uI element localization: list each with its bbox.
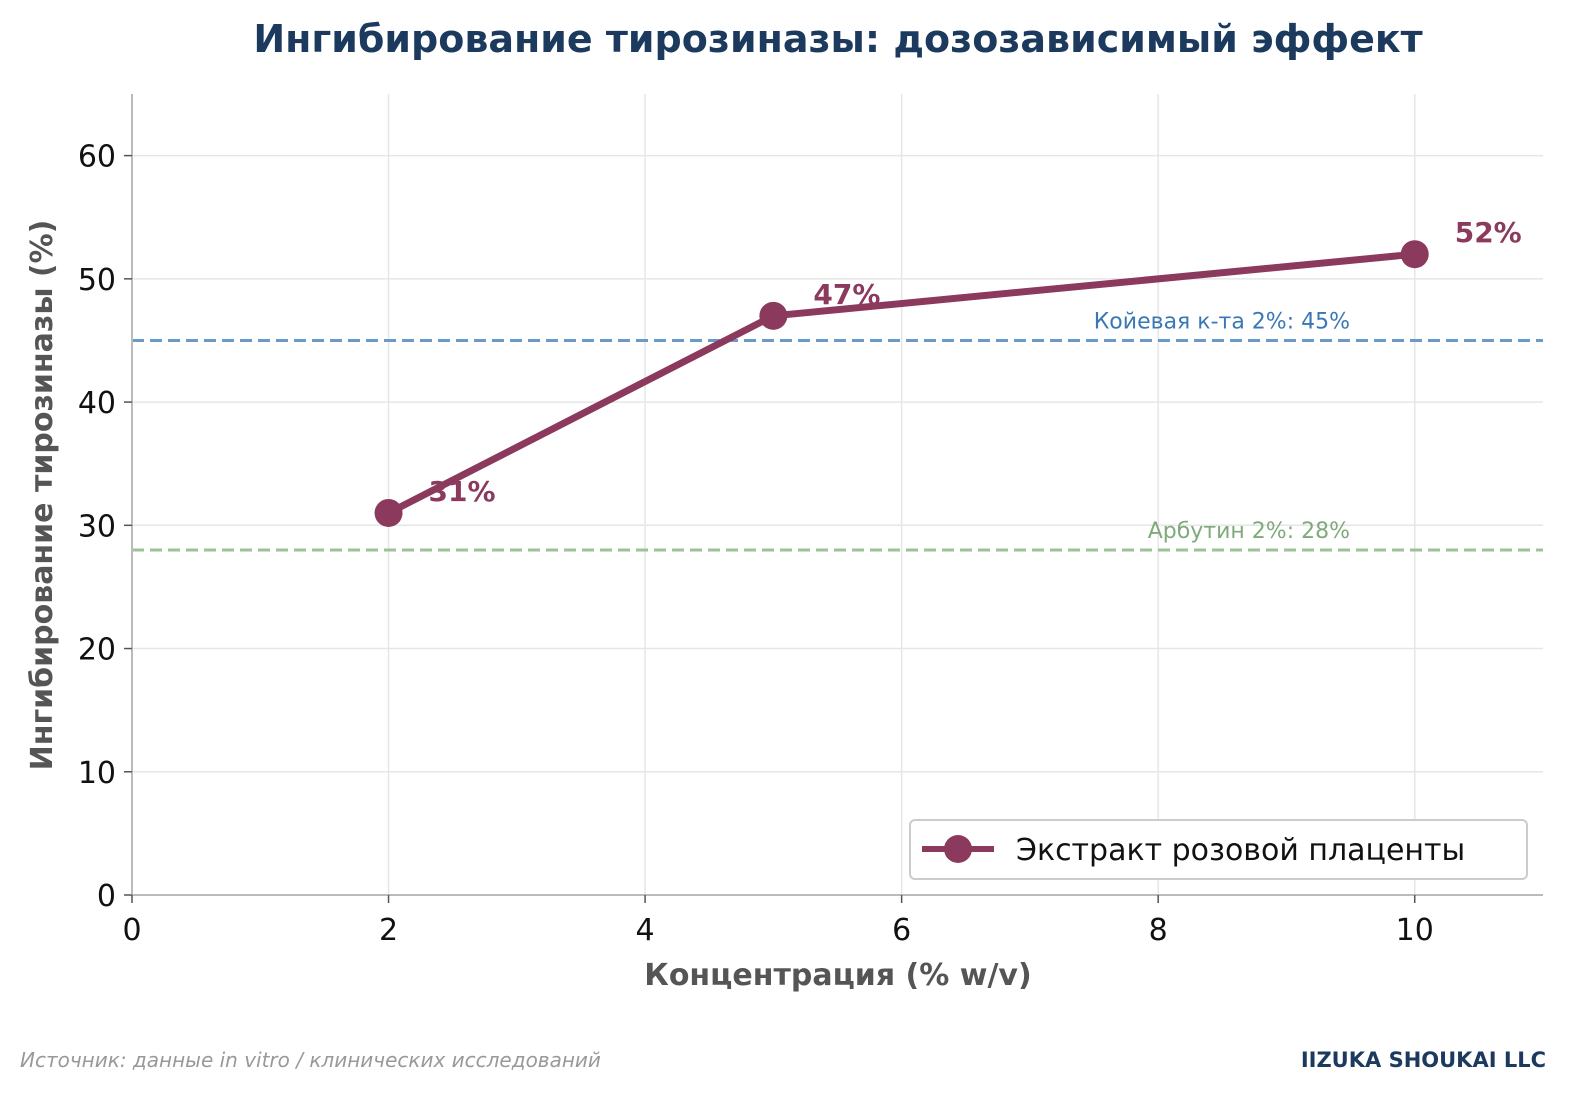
data-point [759, 301, 788, 330]
x-tick-label: 4 [636, 913, 655, 948]
source-note: Источник: данные in vitro / клинических … [20, 1048, 601, 1072]
legend-box [909, 819, 1528, 880]
x-tick-label: 8 [1149, 913, 1168, 948]
tick-labels: 0 2 4 6 8 10 0 10 20 30 40 50 60 [78, 140, 1434, 948]
chart-title: Ингибирование тирозиназы: дозозависимый … [253, 17, 1422, 61]
y-tick-label: 60 [78, 140, 116, 175]
legend-marker-swatch [944, 835, 972, 863]
y-tick-label: 20 [78, 633, 116, 668]
y-tick-label: 30 [78, 509, 116, 544]
reference-line-label: Койевая к-та 2%: 45% [1094, 309, 1350, 334]
x-tick-label: 2 [379, 913, 398, 948]
data-point [374, 498, 403, 527]
data-point [1400, 240, 1429, 269]
y-tick-label: 40 [78, 386, 116, 421]
x-tick-label: 6 [892, 913, 911, 948]
axes [124, 94, 1543, 903]
grid-layer [132, 94, 1543, 895]
reference-line-label: Арбутин 2%: 28% [1148, 519, 1350, 544]
reference-lines: Койевая к-та 2%: 45% Арбутин 2%: 28% [132, 309, 1543, 552]
y-tick-label: 10 [78, 756, 116, 791]
series-layer: 31% 47% 52% [374, 216, 1522, 527]
data-label: 47% [813, 278, 880, 311]
data-label: 52% [1455, 216, 1522, 249]
legend-label: Экстракт розовой плаценты [1016, 833, 1465, 868]
data-label: 31% [429, 475, 496, 508]
company-name: IIZUKA SHOUKAI LLC [1301, 1048, 1546, 1072]
x-tick-label: 10 [1396, 913, 1434, 948]
y-axis-label: Ингибирование тирозиназы (%) [25, 220, 60, 771]
y-tick-label: 50 [78, 263, 116, 298]
y-tick-label: 0 [97, 879, 116, 914]
x-tick-label: 0 [122, 913, 141, 948]
x-axis-label: Концентрация (% w/v) [644, 958, 1031, 993]
legend: Экстракт розовой плаценты [909, 819, 1528, 880]
